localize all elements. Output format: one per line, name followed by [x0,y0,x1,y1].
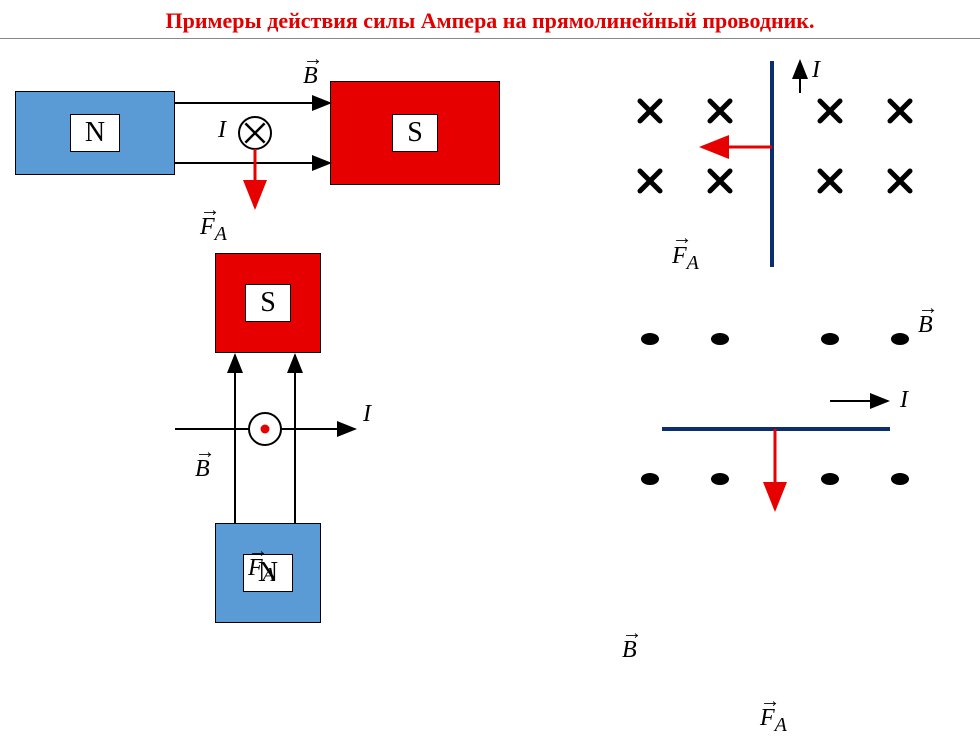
magnet-label-s: S [392,114,438,152]
d3-fa-label: FA [672,243,980,275]
d3-i-label: I [812,57,820,84]
page-title: Примеры действия силы Ампера на прямолин… [0,0,980,38]
d1-fa-label: FA [200,214,980,246]
diagram-canvas: N S S N B I FA B I FA I FA B I FA B [0,39,980,659]
d1-magnet-south: S [330,81,500,185]
d4-b-label: B [622,637,980,664]
d4-i-label: I [900,387,908,414]
d1-magnet-north: N [15,91,175,175]
d4-fa-label: FA [760,705,980,737]
d1-b-label: B [303,63,980,90]
d2-b-label: B [195,456,980,483]
d3-b-label: B [918,312,980,339]
magnet-label-s: S [245,284,291,322]
d1-i-label: I [218,117,226,144]
d2-fa-label: FA [248,555,980,587]
d2-magnet-south: S [215,253,321,353]
d2-i-label: I [363,401,371,428]
magnet-label-n: N [70,114,120,152]
